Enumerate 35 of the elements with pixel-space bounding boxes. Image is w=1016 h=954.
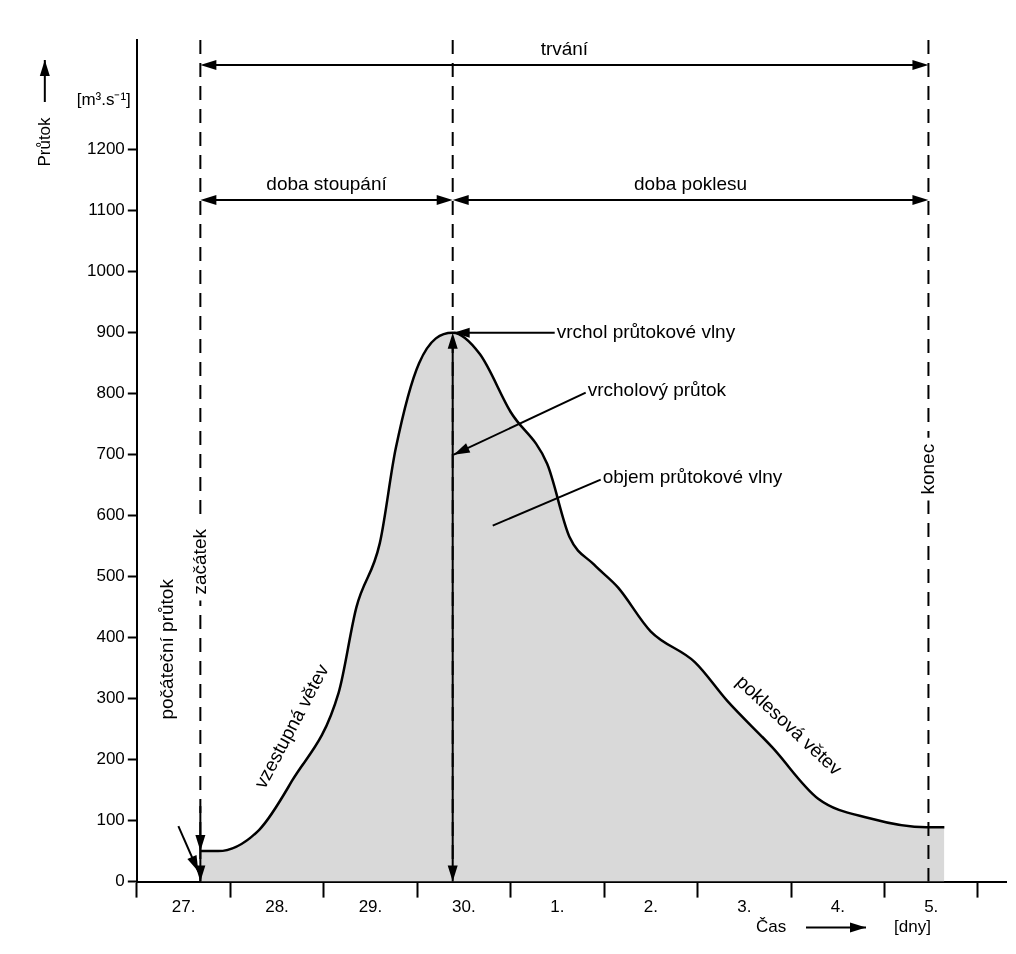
annotation: doba poklesu (634, 172, 748, 194)
x-tick-label: 2. (643, 897, 658, 917)
annotation: počáteční průtok (155, 578, 177, 720)
x-tick-label: 30. (452, 897, 476, 917)
y-tick-label: 0 (115, 871, 125, 891)
ref-line-label: začátek (188, 528, 210, 595)
y-tick-label: 1100 (88, 200, 125, 220)
y-tick-label: 800 (96, 383, 125, 403)
y-tick-label: 200 (96, 749, 125, 769)
annotation: vrcholový průtok (587, 378, 727, 400)
y-tick-label: 300 (96, 688, 125, 708)
y-tick-label: 400 (96, 627, 125, 647)
annotation: doba stoupání (266, 172, 388, 194)
y-tick-label: 1000 (86, 261, 125, 281)
y-tick-label: 600 (96, 505, 125, 525)
ref-line-label: konec (916, 443, 938, 495)
annotation: objem průtokové vlny (602, 465, 783, 487)
y-tick-label: 700 (96, 444, 125, 464)
x-tick-label: 1. (550, 897, 565, 917)
annotation: vrchol průtokové vlny (556, 320, 736, 342)
text: [m³.s⁻¹] (76, 89, 131, 109)
x-tick-label: 4. (830, 897, 845, 917)
y-axis-title: Průtok (34, 116, 54, 167)
y-tick-label: 1200 (86, 139, 125, 159)
x-tick-label: 29. (358, 897, 383, 917)
y-tick-label: 100 (96, 810, 125, 830)
x-tick-label: 28. (265, 897, 289, 917)
x-axis-title: Čas (756, 917, 787, 937)
x-tick-label: 5. (924, 897, 939, 917)
y-tick-label: 500 (96, 566, 125, 586)
y-tick-label: 900 (96, 322, 125, 342)
text: [dny] (894, 917, 931, 937)
annotation: trvání (540, 37, 589, 59)
x-tick-label: 3. (737, 897, 752, 917)
x-tick-label: 27. (171, 897, 196, 917)
